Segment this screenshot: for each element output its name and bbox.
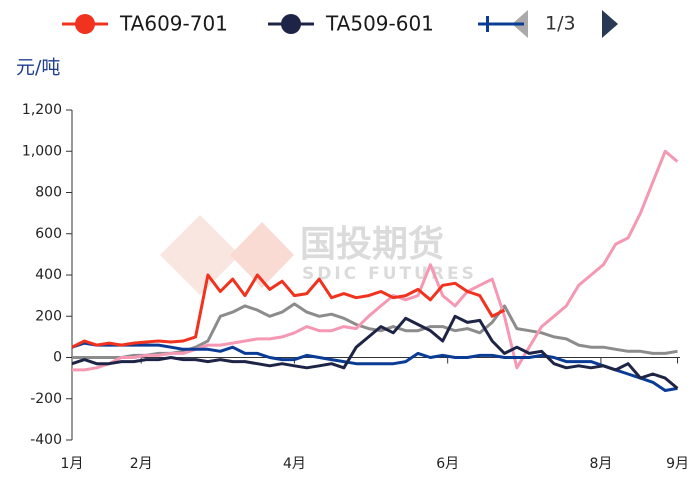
legend-marker: [75, 14, 95, 34]
watermark: 国投期货 SDIC FUTURES: [160, 215, 477, 295]
y-tick-label: 1,200: [22, 102, 62, 118]
pager-text: 1/3: [545, 13, 576, 35]
legend-label: TA609-701: [119, 12, 228, 36]
y-tick-label: -400: [30, 432, 62, 448]
watermark-logo: [160, 215, 240, 295]
legend-marker: [281, 14, 301, 34]
y-tick-label: -200: [30, 391, 62, 407]
watermark-name: 国投期货: [300, 224, 444, 265]
x-tick-label: 8月: [589, 456, 612, 472]
x-tick-label: 2月: [130, 456, 153, 472]
series-line: [72, 149, 679, 372]
y-tick-label: 0: [53, 350, 62, 366]
watermark-logo: [230, 222, 294, 288]
series-line: [71, 341, 678, 392]
y-tick-label: 200: [35, 308, 62, 324]
x-tick-label: 9月: [666, 456, 689, 472]
watermark-english: SDIC FUTURES: [302, 264, 477, 284]
legend-label: TA509-601: [325, 12, 434, 36]
y-tick-label: 600: [35, 226, 62, 242]
y-tick-label: 1,000: [22, 143, 62, 159]
next-button[interactable]: [602, 10, 618, 38]
series-line: [71, 314, 679, 390]
series-line: [71, 273, 506, 349]
x-tick-label: 6月: [436, 456, 459, 472]
y-tick-label: 400: [35, 267, 62, 283]
x-tick-label: 1月: [61, 456, 84, 472]
unit-label: 元/吨: [16, 57, 60, 79]
y-tick-label: 800: [35, 185, 62, 201]
legend-marker: [486, 16, 489, 32]
pager: 1/3: [512, 10, 618, 38]
x-tick-label: 4月: [283, 456, 306, 472]
